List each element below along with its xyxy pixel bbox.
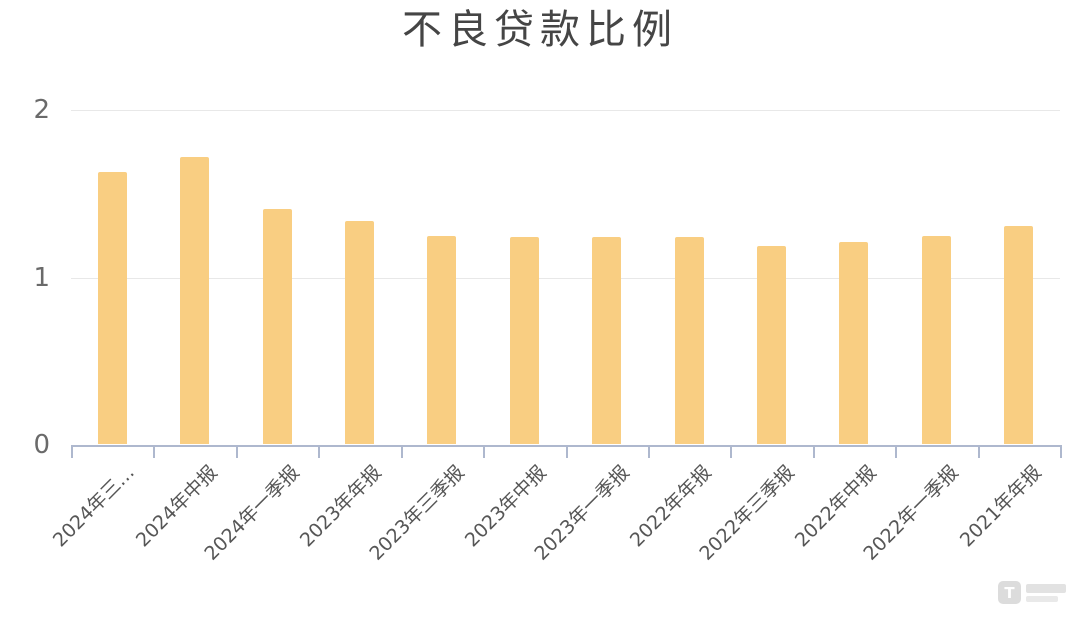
bar-2023年三季报 <box>427 235 457 444</box>
x-axis-label: 2024年中报 <box>131 461 222 552</box>
x-axis-tick <box>153 445 156 458</box>
x-axis-tick <box>483 445 486 458</box>
bar-2024年一季报 <box>262 208 292 444</box>
x-axis-tick <box>565 445 568 458</box>
bar-2023年中报 <box>509 237 539 444</box>
x-axis-label: 2023年三季报 <box>365 461 469 565</box>
bar-2022年中报 <box>839 242 869 444</box>
x-axis-label: 2023年一季报 <box>530 461 634 565</box>
x-axis-label: 2022年一季报 <box>859 461 964 565</box>
y-axis-label: 0 <box>33 430 50 460</box>
x-axis-label: 2024年一季报 <box>200 461 304 565</box>
x-axis-tick <box>977 445 980 458</box>
x-axis-tick <box>71 445 73 458</box>
x-axis-label: 2022年三季报 <box>694 461 799 565</box>
watermark-text-line <box>1026 596 1058 602</box>
x-axis-tick <box>647 445 650 458</box>
x-axis-label: 2022年年报 <box>625 461 716 552</box>
bar-2022年一季报 <box>921 235 951 444</box>
bar-2024年中报 <box>180 156 210 444</box>
x-axis-tick <box>318 445 321 458</box>
watermark-text-line <box>1026 584 1066 593</box>
x-axis-tick <box>812 445 815 458</box>
x-axis-label: 2023年中报 <box>461 461 552 552</box>
bar-2023年一季报 <box>592 237 622 444</box>
x-axis-label: 2024年三… <box>49 461 140 552</box>
x-axis-tick <box>730 445 733 458</box>
watermark-text-lines <box>1026 581 1066 602</box>
watermark-logo-icon: T <box>998 581 1021 604</box>
x-axis-tick <box>1060 445 1062 458</box>
bar-2024年三… <box>97 171 127 444</box>
bar-2023年年报 <box>344 220 374 444</box>
x-axis-tick <box>400 445 403 458</box>
x-axis-tick <box>895 445 898 458</box>
bar-2021年年报 <box>1004 225 1034 444</box>
y-gridline <box>71 110 1060 111</box>
y-gridline <box>71 277 1060 279</box>
chart-title: 不良贷款比例 <box>402 7 678 53</box>
bar-2022年三季报 <box>757 245 787 444</box>
bar-2022年年报 <box>674 237 704 444</box>
y-axis-label: 1 <box>33 262 50 293</box>
y-axis-label: 2 <box>33 95 50 125</box>
x-axis-tick <box>235 445 238 458</box>
x-axis-label: 2023年年报 <box>296 461 387 552</box>
watermark: T <box>998 581 1066 604</box>
x-axis-label: 2022年中报 <box>790 461 881 552</box>
